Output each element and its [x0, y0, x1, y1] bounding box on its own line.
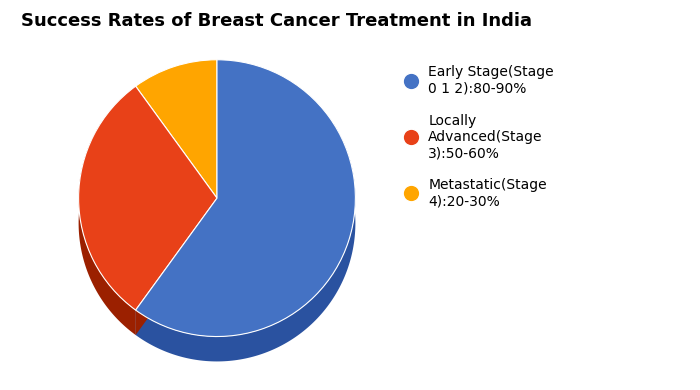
Polygon shape [136, 198, 217, 335]
Polygon shape [136, 198, 217, 335]
Text: Success Rates of Breast Cancer Treatment in India: Success Rates of Breast Cancer Treatment… [21, 12, 532, 30]
Polygon shape [136, 124, 356, 362]
Wedge shape [136, 60, 217, 198]
Wedge shape [136, 60, 356, 337]
Legend: Early Stage(Stage
0 1 2):80-90%, Locally
Advanced(Stage
3):50-60%, Metastatic(St: Early Stage(Stage 0 1 2):80-90%, Locally… [406, 66, 554, 208]
Polygon shape [78, 123, 136, 335]
Wedge shape [78, 86, 217, 310]
